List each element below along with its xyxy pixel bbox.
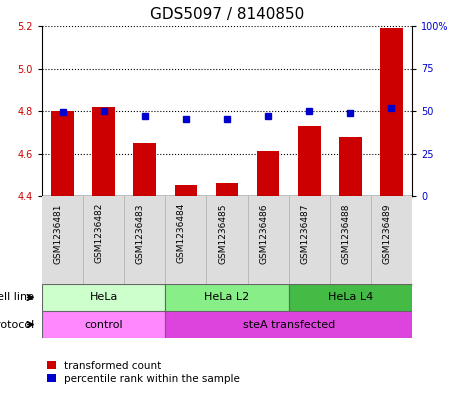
Bar (216, 183, 238, 196)
Bar (175, 185, 197, 196)
Bar (134, 143, 156, 196)
Text: HeLa: HeLa (90, 292, 118, 303)
Text: GSM1236485: GSM1236485 (218, 203, 227, 264)
Text: GSM1236484: GSM1236484 (177, 203, 186, 263)
Text: steA transfected: steA transfected (243, 320, 335, 329)
Bar (298, 126, 320, 196)
Bar (380, 28, 403, 196)
Bar (257, 151, 279, 196)
Bar (42, 311, 165, 338)
Bar (51, 111, 74, 196)
Text: GSM1236481: GSM1236481 (54, 203, 63, 264)
Text: GSM1236482: GSM1236482 (94, 203, 104, 263)
Text: HeLa L4: HeLa L4 (328, 292, 373, 303)
Bar (165, 284, 288, 311)
Text: GSM1236489: GSM1236489 (382, 203, 392, 264)
Text: HeLa L2: HeLa L2 (204, 292, 250, 303)
Text: GSM1236487: GSM1236487 (300, 203, 309, 264)
Text: control: control (84, 320, 123, 329)
Text: GSM1236483: GSM1236483 (136, 203, 145, 264)
Legend: transformed count, percentile rank within the sample: transformed count, percentile rank withi… (47, 361, 240, 384)
Bar (288, 284, 412, 311)
Bar (165, 311, 412, 338)
Title: GDS5097 / 8140850: GDS5097 / 8140850 (150, 7, 304, 22)
Text: protocol: protocol (0, 320, 37, 329)
Bar (42, 284, 165, 311)
Bar (92, 107, 115, 196)
Bar (339, 136, 362, 196)
Text: cell line: cell line (0, 292, 37, 303)
Text: GSM1236486: GSM1236486 (259, 203, 268, 264)
Text: GSM1236488: GSM1236488 (342, 203, 351, 264)
